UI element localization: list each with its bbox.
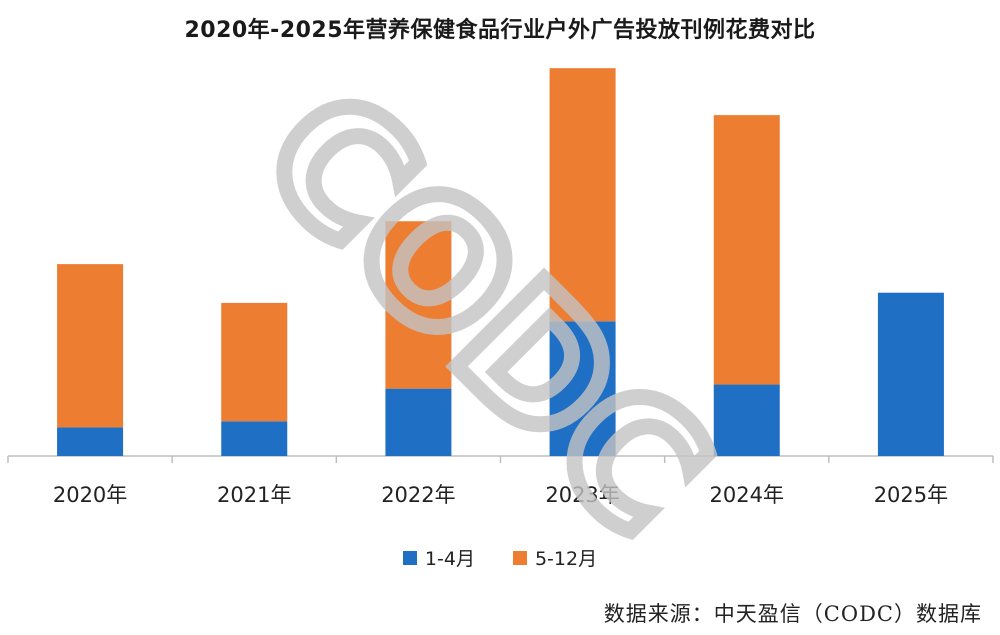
bar-jan-apr-0 [57, 427, 124, 456]
chart-title: 2020年-2025年营养保健食品行业户外广告投放刊例花费对比 [184, 18, 816, 43]
legend: 1-4月 5-12月 [0, 544, 1000, 571]
bar-may-dec-2 [385, 221, 452, 389]
legend-item-series2: 5-12月 [512, 544, 598, 571]
bar-may-dec-1 [221, 302, 288, 422]
bar-jan-apr-5 [877, 292, 944, 456]
bar-may-dec-3 [549, 68, 616, 322]
legend-swatch-blue [402, 550, 417, 565]
x-tick-label: 2025年 [874, 483, 948, 507]
bar-jan-apr-2 [385, 388, 452, 456]
x-tick-label: 2020年 [53, 483, 127, 507]
legend-item-series1: 1-4月 [402, 544, 475, 571]
bar-jan-apr-3 [549, 321, 616, 456]
legend-swatch-orange [512, 550, 527, 565]
bar-may-dec-4 [713, 115, 780, 385]
x-tick-label: 2023年 [545, 483, 619, 507]
x-tick-label: 2024年 [710, 483, 784, 507]
x-tick-label: 2022年 [381, 483, 455, 507]
data-source-note: 数据来源：中天盈信（CODC）数据库 [603, 602, 982, 626]
bar-jan-apr-4 [713, 384, 780, 456]
bar-jan-apr-1 [221, 421, 288, 456]
bar-may-dec-0 [57, 264, 124, 428]
legend-label-series2: 5-12月 [534, 548, 598, 570]
x-tick-label: 2021年 [217, 483, 291, 507]
legend-label-series1: 1-4月 [424, 548, 475, 570]
